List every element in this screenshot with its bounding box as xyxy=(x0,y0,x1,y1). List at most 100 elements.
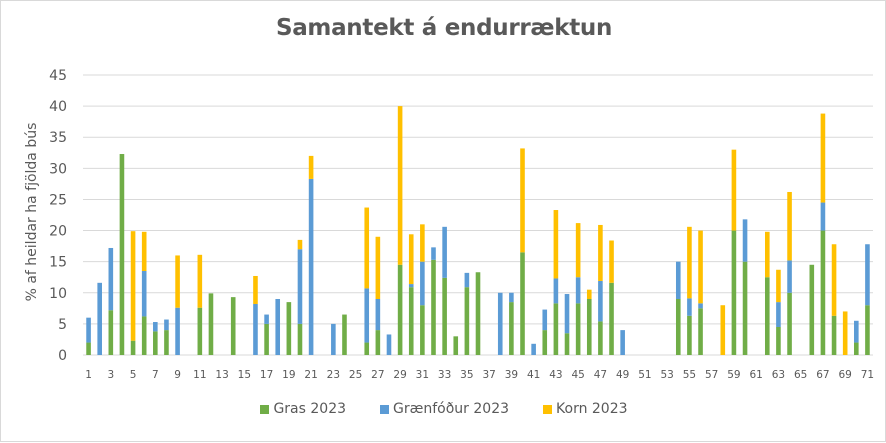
bar-segment xyxy=(764,277,770,355)
x-tick-label: 31 xyxy=(416,369,429,381)
bar-segment xyxy=(564,333,570,355)
bar-segment xyxy=(175,255,180,308)
x-tick-label: 65 xyxy=(794,369,807,381)
bar-segment xyxy=(397,264,403,355)
x-tick-label: 27 xyxy=(371,369,384,381)
bar-segment xyxy=(497,292,503,355)
bar-segment xyxy=(475,272,481,355)
legend-label-graenfodur: Grænfóður 2023 xyxy=(393,401,510,417)
bar-segment xyxy=(742,261,748,355)
legend-item-gras: Gras 2023 xyxy=(260,401,346,417)
bar-segment xyxy=(865,244,870,306)
bar-segment xyxy=(297,323,303,355)
bar-segment xyxy=(275,299,281,355)
bar-segment xyxy=(509,302,514,355)
bar-segment xyxy=(675,261,681,299)
x-tick-label: 23 xyxy=(327,369,340,381)
bar-segment xyxy=(854,320,859,343)
legend-swatch-graenfodur xyxy=(380,404,390,414)
x-tick-label: 55 xyxy=(683,369,696,381)
bar-segment xyxy=(442,277,447,355)
bar-segment xyxy=(153,322,158,332)
bar-segment xyxy=(431,259,436,355)
bar-segment xyxy=(787,191,792,261)
x-tick-label: 47 xyxy=(594,369,607,381)
bar-segment xyxy=(464,287,470,355)
bar-segment xyxy=(820,113,826,203)
bar-segment xyxy=(776,327,781,355)
bar-segment xyxy=(731,230,737,355)
bar-segment xyxy=(408,284,414,288)
bar-segment xyxy=(598,224,603,281)
legend: Gras 2023 Grænfóður 2023 Korn 2023 xyxy=(1,401,886,417)
bar-segment xyxy=(553,278,559,304)
x-tick-label: 63 xyxy=(772,369,785,381)
bar-segment xyxy=(831,244,837,316)
bar-segment xyxy=(141,231,147,271)
bar-segment xyxy=(197,307,203,355)
bar-segment xyxy=(687,315,692,355)
bar-segment xyxy=(175,307,180,355)
x-tick-label: 15 xyxy=(238,369,251,381)
bar-segment xyxy=(542,330,548,355)
bar-segment xyxy=(397,106,403,265)
bar-segment xyxy=(130,231,136,341)
bar-segment xyxy=(575,277,581,304)
bar-segment xyxy=(86,342,91,355)
legend-item-korn: Korn 2023 xyxy=(543,401,628,417)
bar-segment xyxy=(609,240,614,283)
y-tick-label: 10 xyxy=(49,286,67,302)
bar-segment xyxy=(342,314,347,355)
bar-segment xyxy=(286,302,292,355)
bar-segment xyxy=(308,178,314,355)
x-tick-label: 33 xyxy=(438,369,451,381)
x-tick-label: 57 xyxy=(705,369,718,381)
y-tick-label: 0 xyxy=(58,348,67,364)
bar-segment xyxy=(520,148,525,253)
bar-segment xyxy=(509,292,514,303)
legend-label-gras: Gras 2023 xyxy=(273,401,347,417)
bar-segment xyxy=(253,303,258,355)
bar-segment xyxy=(787,292,792,355)
y-tick-label: 30 xyxy=(49,161,67,177)
y-tick-label: 35 xyxy=(49,130,67,146)
bar-segment xyxy=(375,236,381,299)
bar-segment xyxy=(97,282,102,355)
bar-segment xyxy=(408,234,414,285)
bar-segment xyxy=(831,315,837,355)
bar-segment xyxy=(687,298,692,316)
bar-segment xyxy=(331,323,336,355)
bar-segment xyxy=(364,288,370,343)
bar-segment xyxy=(420,305,425,355)
bar-segment xyxy=(297,239,303,250)
bar-segment xyxy=(253,275,258,304)
bar-segment xyxy=(787,260,792,293)
x-tick-label: 3 xyxy=(107,369,114,381)
x-tick-label: 39 xyxy=(505,369,518,381)
bar-segment xyxy=(86,317,91,343)
bar-segment xyxy=(197,254,203,308)
x-tick-label: 17 xyxy=(260,369,273,381)
bar-segment xyxy=(575,223,581,278)
bar-segment xyxy=(698,303,703,309)
x-tick-label: 19 xyxy=(282,369,295,381)
bar-segment xyxy=(564,294,570,334)
x-tick-label: 25 xyxy=(349,369,362,381)
bar-segment xyxy=(598,321,603,355)
bar-segment xyxy=(854,342,859,355)
bar-segment xyxy=(420,261,425,306)
bar-segment xyxy=(130,340,136,355)
x-tick-label: 49 xyxy=(616,369,629,381)
bar-segment xyxy=(776,269,781,303)
bar-segment xyxy=(609,282,614,355)
x-tick-label: 51 xyxy=(638,369,651,381)
x-tick-label: 45 xyxy=(571,369,584,381)
bar-segment xyxy=(575,303,581,355)
x-tick-label: 29 xyxy=(393,369,406,381)
bar-segment xyxy=(108,310,114,355)
bar-segment xyxy=(464,272,470,288)
legend-swatch-korn xyxy=(543,404,553,414)
x-tick-label: 9 xyxy=(174,369,181,381)
bar-segment xyxy=(264,314,269,324)
